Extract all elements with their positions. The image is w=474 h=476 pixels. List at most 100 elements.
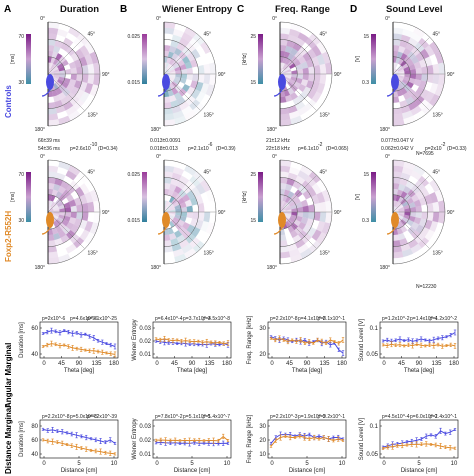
heatmap-cell xyxy=(285,75,292,80)
annot-overall: p=3.1x10^-25 xyxy=(87,316,118,322)
heatmap-cell xyxy=(319,201,327,212)
heatmap-cell xyxy=(174,185,183,194)
heatmap-cell xyxy=(53,209,60,212)
stat-p-exponent: -10 xyxy=(90,142,97,148)
heatmap-cell xyxy=(291,212,298,216)
mouse-tail-icon xyxy=(386,227,396,235)
heatmap-cell xyxy=(184,61,193,69)
heatmap-cell xyxy=(186,190,196,200)
heatmap-cell xyxy=(52,66,59,72)
x-tick-label: 90 xyxy=(76,361,83,367)
heatmap-cell xyxy=(402,63,409,69)
heatmap-cell xyxy=(200,220,210,233)
heatmap-cell xyxy=(68,61,77,69)
heatmap-cell xyxy=(169,212,176,215)
heatmap-cell xyxy=(81,74,89,83)
angle-label-180: 180° xyxy=(151,127,161,133)
heatmap-cell xyxy=(399,178,409,186)
heatmap-cell xyxy=(284,66,291,72)
heatmap-cell xyxy=(393,251,404,259)
heatmap-cell xyxy=(280,183,287,190)
line-panel: 60 40 Duration [ms] 0 45 90 135 180 Theta [deg] p… xyxy=(19,316,120,374)
heatmap-cell xyxy=(415,205,422,212)
heatmap-cell xyxy=(302,212,309,219)
heatmap-cell xyxy=(409,212,417,218)
stat-effect-size: (D=0.39) xyxy=(216,146,236,152)
angle-label-90: 90° xyxy=(447,210,455,216)
x-tick-label: 135 xyxy=(431,361,442,367)
angle-label-180: 180° xyxy=(151,265,161,271)
heatmap-cell xyxy=(302,74,309,81)
heatmap-cell xyxy=(164,210,170,212)
heatmap-cell xyxy=(164,90,170,98)
heatmap-cell xyxy=(54,40,64,48)
heatmap-cell xyxy=(432,212,440,223)
heatmap-cell xyxy=(421,212,428,220)
heatmap-cell xyxy=(403,76,410,82)
heatmap-cell xyxy=(51,51,59,59)
heatmap-cell xyxy=(60,234,70,244)
heatmap-cell xyxy=(325,212,332,224)
heatmap-cell xyxy=(195,91,206,103)
heatmap-cell xyxy=(280,71,286,74)
heatmap-cell xyxy=(295,239,306,249)
annot-controls: p=2.2x10^-8 xyxy=(42,414,70,420)
heatmap-cell xyxy=(167,89,175,97)
y-axis-label: Sound Level [V] xyxy=(359,417,365,460)
heatmap-cell xyxy=(393,228,399,236)
angle-label-135: 135° xyxy=(87,250,97,256)
colorbar-top: 0.025 xyxy=(127,34,140,40)
x-tick-label: 45 xyxy=(171,361,178,367)
heatmap-cell xyxy=(298,222,307,231)
heatmap-cell xyxy=(48,208,54,212)
polar-heatmaps: 0° 45° 90° 135° 180° 70 30 [ms] 0° 45° 90° 135° 180°… xyxy=(10,16,455,271)
heatmap-cell xyxy=(68,217,77,225)
x-tick-label: 0 xyxy=(42,361,46,367)
heatmap-cell xyxy=(291,70,298,74)
angle-label-180: 180° xyxy=(380,265,390,271)
heatmap-cell xyxy=(169,75,176,80)
heatmap-cell xyxy=(61,81,69,89)
heatmap-cell xyxy=(53,206,60,211)
heatmap-cell xyxy=(319,212,327,223)
heatmap-cell xyxy=(280,171,289,179)
annot-mutant: p=3.7x10^-3 xyxy=(183,316,211,322)
heatmap-cell xyxy=(398,206,405,211)
distance-marginals: 80 60 40 Duration [ms] 0 5 10 Distance [cm] p=2.… xyxy=(19,414,459,474)
heatmap-cell xyxy=(65,105,77,116)
heatmap-cell xyxy=(393,206,397,212)
heatmap-cell xyxy=(289,79,296,85)
polar-panel: 0° 45° 90° 135° 180° 70 30 [ms] xyxy=(10,16,110,133)
heatmap-cell xyxy=(280,165,291,173)
heatmap-cell xyxy=(164,102,172,109)
heatmap-cell xyxy=(306,58,314,68)
heatmap-cell xyxy=(50,57,56,64)
heatmap-cell xyxy=(191,48,201,59)
heatmap-cell xyxy=(402,217,409,223)
heatmap-cell xyxy=(182,193,191,202)
heatmap-cell xyxy=(48,210,54,212)
x-axis-label: Distance [cm] xyxy=(289,468,326,474)
heatmap-cell xyxy=(164,68,167,74)
heatmap-cell xyxy=(164,62,167,69)
heatmap-cell xyxy=(285,45,293,54)
angle-label-135: 135° xyxy=(432,250,442,256)
heatmap-cell xyxy=(408,77,416,85)
heatmap-cell xyxy=(393,177,401,184)
stat-controls: 0.077±0.047 V xyxy=(381,138,414,144)
heatmap-cell xyxy=(209,62,216,74)
heatmap-cell xyxy=(169,83,175,90)
heatmap-cell xyxy=(177,59,185,67)
heatmap-cell xyxy=(321,189,331,202)
heatmap-cell xyxy=(319,74,327,85)
heatmap-cell xyxy=(61,59,69,67)
heatmap-cell xyxy=(321,222,331,235)
heatmap-cell xyxy=(300,61,309,69)
heatmap-cell xyxy=(296,74,304,80)
heatmap-cell xyxy=(284,76,291,82)
heatmap-cell xyxy=(53,232,61,241)
x-tick-label: 5 xyxy=(305,461,309,467)
heatmap-cell xyxy=(55,87,63,95)
heatmap-cell xyxy=(179,239,190,249)
